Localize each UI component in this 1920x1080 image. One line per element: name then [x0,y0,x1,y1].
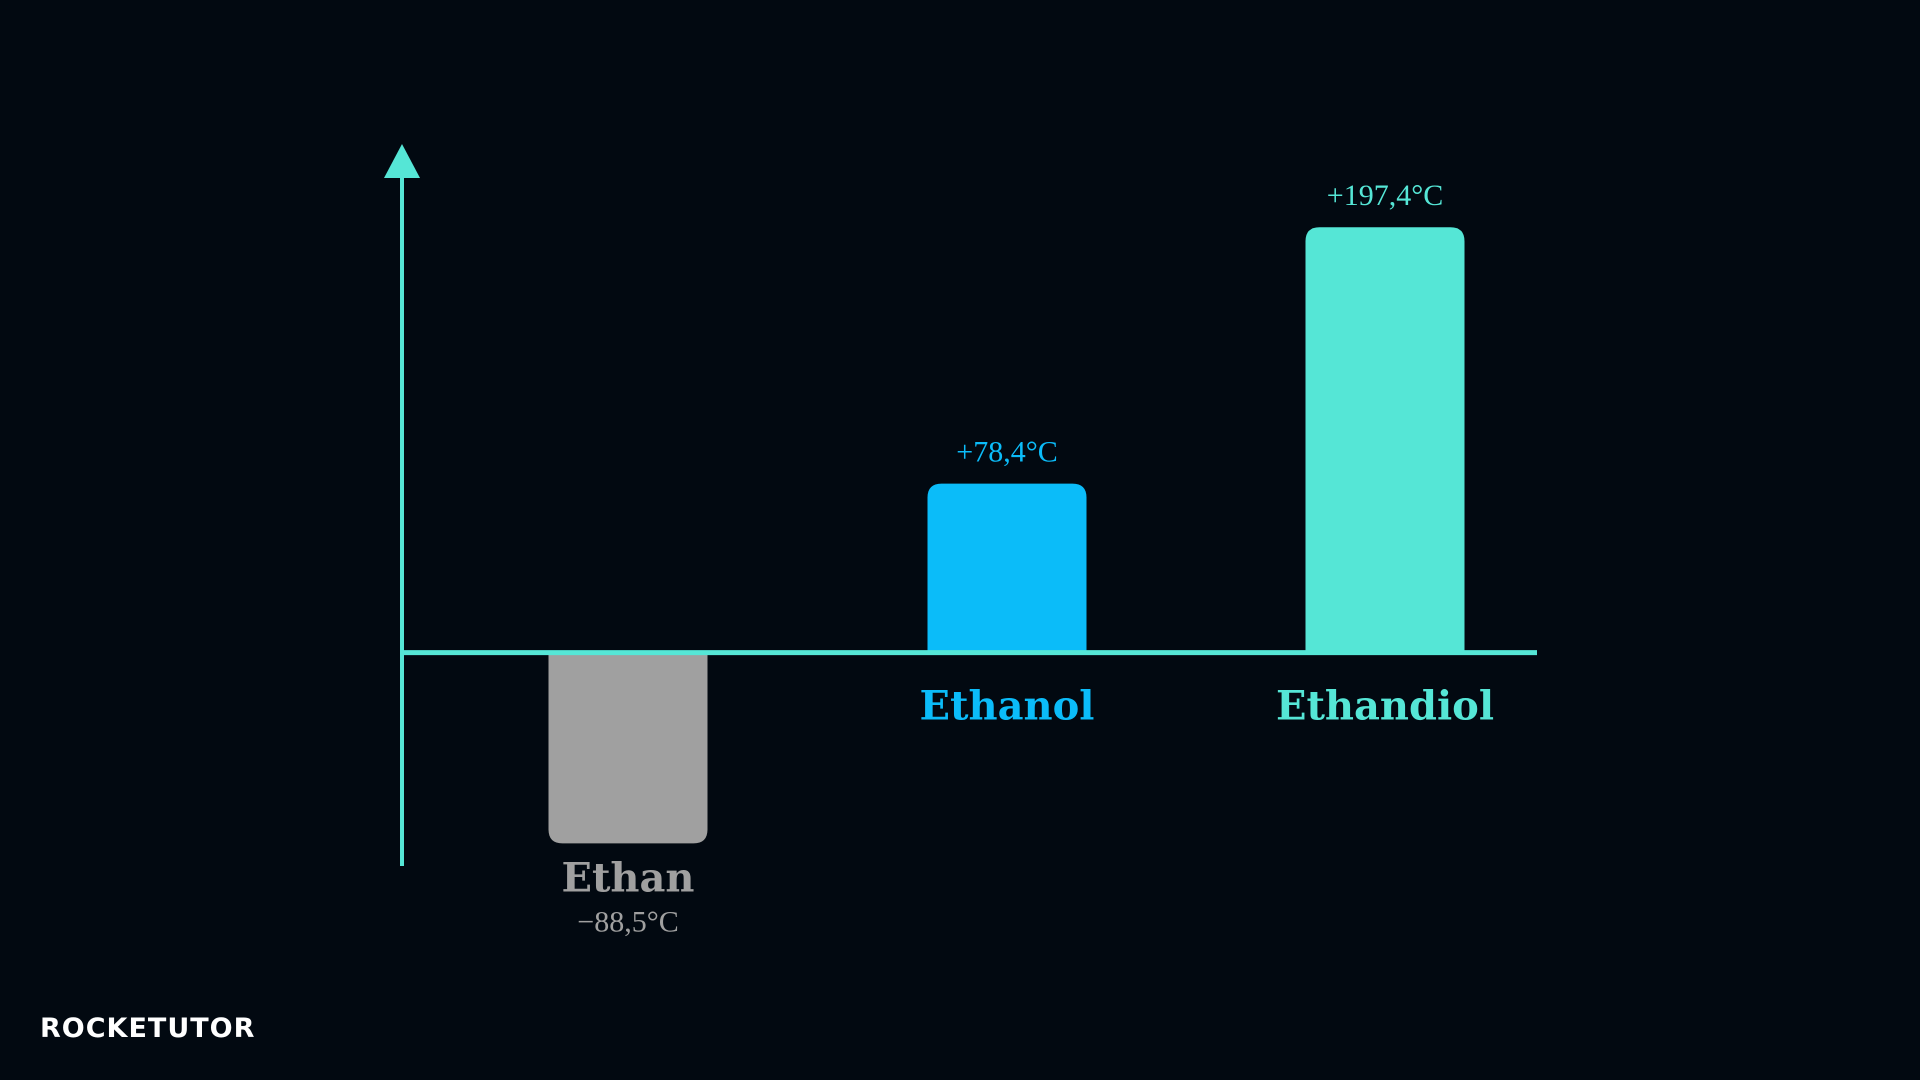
logo: ROCKETUTOR [40,1013,255,1044]
category-label: Ethandiol [1276,683,1494,730]
value-label: +78,4°C [956,436,1057,469]
y-axis-arrow [384,144,420,178]
value-label: −88,5°C [577,905,678,938]
value-label: +197,4°C [1327,179,1443,212]
bar [548,652,708,844]
bar [1305,227,1465,653]
category-label: Ethanol [920,683,1095,730]
bar [927,483,1087,653]
category-label: Ethan [561,854,694,901]
